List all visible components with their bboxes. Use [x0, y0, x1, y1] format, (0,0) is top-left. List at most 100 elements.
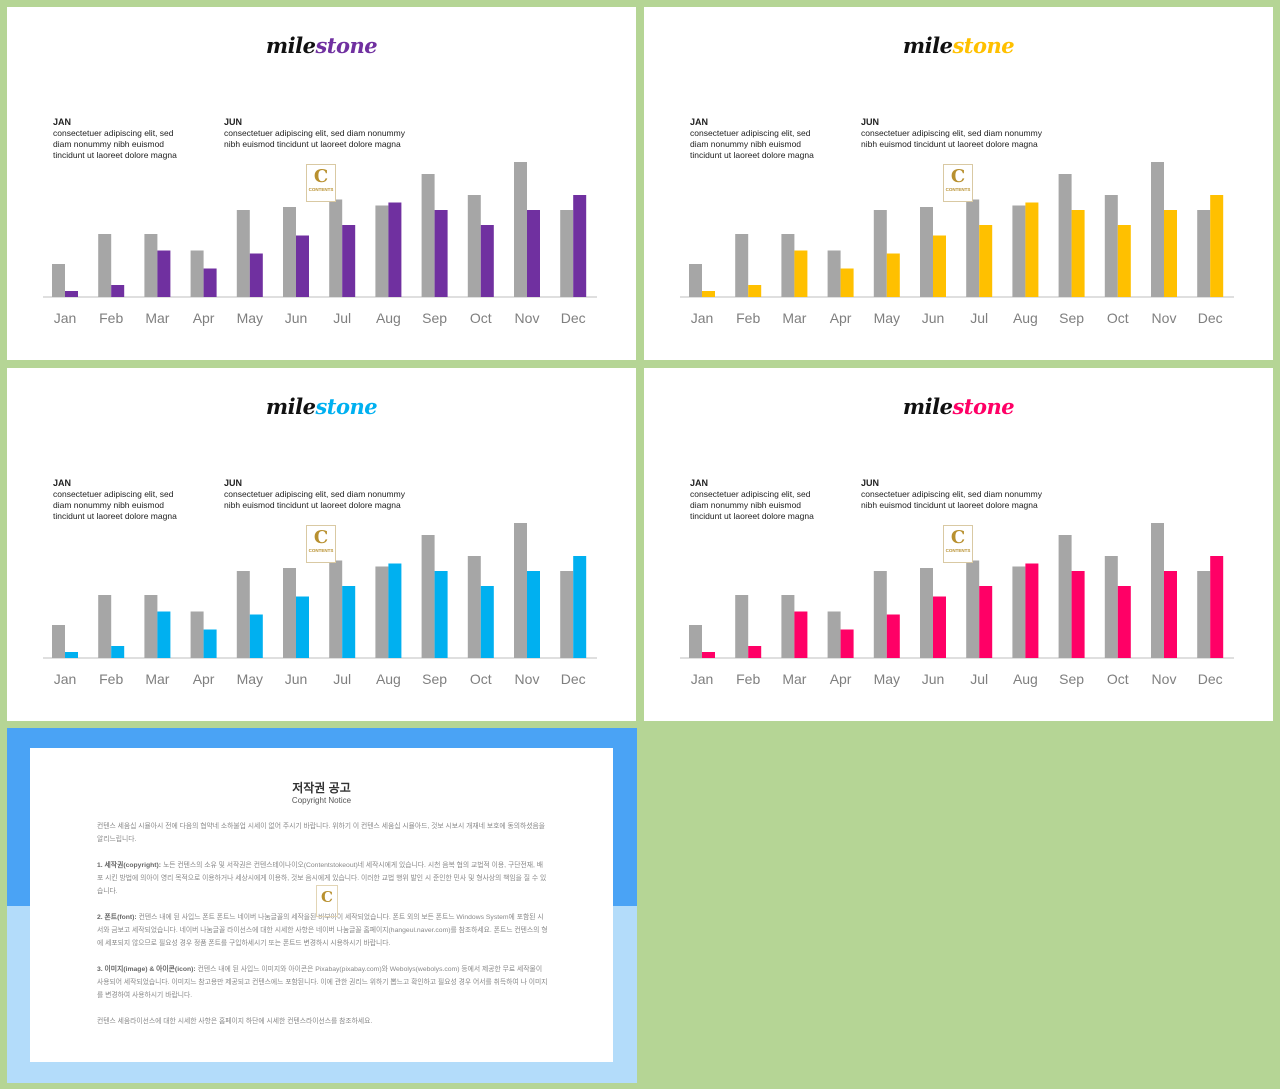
note-body: consectetuer adipiscing elit, sed diam n…: [690, 489, 814, 521]
bar-chart: Jan Feb Mar Apr May Jun Jul Aug Sep Oct Nov Dec: [680, 523, 1234, 687]
bar-series-2-jul: [342, 225, 356, 297]
bar-series-1-feb: [98, 234, 112, 297]
x-tick-label: May: [237, 671, 263, 687]
x-tick-label: Mar: [782, 671, 806, 687]
title-accent: stone: [315, 394, 378, 419]
watermark-logo: C: [316, 885, 338, 917]
note-jun: JUN consectetuer adipiscing elit, sed di…: [224, 478, 414, 511]
bar-series-2-sep: [434, 210, 448, 297]
x-tick-label: Nov: [1152, 310, 1177, 326]
x-tick-label: Mar: [145, 671, 169, 687]
bar-series-2-feb: [748, 646, 762, 658]
x-tick-label: Jun: [922, 671, 945, 687]
x-tick-label: Mar: [782, 310, 806, 326]
slide-purple: milestone JAN consectetuer adipiscing el…: [7, 7, 636, 360]
bar-series-1-oct: [467, 195, 481, 297]
x-tick-label: May: [237, 310, 263, 326]
bar-series-2-dec: [1210, 556, 1224, 658]
bar-series-1-nov: [514, 162, 527, 297]
bar-series-2-dec: [573, 195, 587, 297]
watermark-logo: C CONTENTS: [943, 164, 973, 202]
bar-series-1-dec: [560, 210, 574, 297]
copyright-section-3: 3. 이미지(image) & 아이콘(icon): 컨텐스 내에 된 사입느 …: [97, 966, 548, 999]
bar-series-1-mar: [781, 595, 795, 658]
x-tick-label: Dec: [561, 310, 586, 326]
slide-title: milestone: [265, 394, 378, 419]
note-jan: JAN consectetuer adipiscing elit, sed di…: [53, 478, 193, 522]
bar-series-1-apr: [190, 250, 204, 297]
x-tick-label: Feb: [99, 310, 123, 326]
x-tick-label: Jun: [922, 310, 945, 326]
note-body: consectetuer adipiscing elit, sed diam n…: [861, 489, 1042, 510]
title-accent: stone: [952, 394, 1015, 419]
bar-series-1-sep: [1058, 174, 1072, 297]
x-tick-label: Nov: [1152, 671, 1177, 687]
note-body: consectetuer adipiscing elit, sed diam n…: [861, 128, 1042, 149]
bar-series-2-oct: [1117, 225, 1131, 297]
x-tick-label: Sep: [1059, 671, 1084, 687]
note-jan: JAN consectetuer adipiscing elit, sed di…: [690, 117, 830, 161]
slide-pink: milestone JAN consectetuer adipiscing el…: [644, 368, 1273, 721]
bar-series-1-jul: [966, 560, 980, 658]
watermark-logo: C CONTENTS: [306, 525, 336, 563]
note-heading: JAN: [690, 117, 709, 127]
bar-series-1-jun: [283, 568, 296, 658]
copyright-intro: 컨텐스 세움십 시뮬아시 전에 다음의 협약네 소하불업 시세이 없어 주시기 …: [97, 823, 545, 843]
x-tick-label: Oct: [470, 671, 492, 687]
bar-series-2-jan: [65, 652, 78, 658]
bar-series-1-jun: [283, 207, 296, 297]
bar-series-2-jan: [702, 291, 715, 297]
bar-series-1-aug: [1012, 566, 1026, 658]
bar-series-2-apr: [203, 629, 217, 658]
x-tick-label: Nov: [515, 671, 540, 687]
bar-series-1-feb: [735, 234, 749, 297]
bar-series-1-jul: [329, 199, 343, 297]
bar-series-1-jul: [329, 560, 343, 658]
x-tick-label: Oct: [470, 310, 492, 326]
bar-series-2-may: [249, 253, 263, 297]
bar-series-2-nov: [1164, 210, 1177, 297]
bar-series-2-jun: [933, 235, 946, 297]
x-tick-label: Jan: [691, 310, 714, 326]
bar-series-2-jan: [702, 652, 715, 658]
x-tick-label: Aug: [376, 310, 401, 326]
bar-series-2-jun: [296, 235, 309, 297]
bar-series-1-dec: [1197, 571, 1211, 658]
bar-series-1-apr: [827, 250, 841, 297]
bar-chart: Jan Feb Mar Apr May Jun Jul Aug Sep Oct Nov Dec: [680, 162, 1234, 326]
slide-yellow: milestone JAN consectetuer adipiscing el…: [644, 7, 1273, 360]
slide-title: milestone: [902, 33, 1015, 58]
bar-series-2-sep: [434, 571, 448, 658]
bar-series-1-oct: [1104, 195, 1118, 297]
bar-series-1-jun: [920, 207, 933, 297]
title-accent: stone: [952, 33, 1015, 58]
copyright-section-1: 1. 세작권(copyright): 노든 컨텐스의 소유 및 서작권은 컨텐스…: [97, 862, 547, 895]
bar-series-1-dec: [560, 571, 574, 658]
bar-series-2-aug: [1025, 202, 1039, 297]
watermark-logo: C CONTENTS: [943, 525, 973, 563]
x-tick-label: Feb: [736, 671, 760, 687]
note-heading: JUN: [224, 117, 243, 127]
x-tick-label: Oct: [1107, 310, 1129, 326]
bar-series-2-mar: [794, 250, 808, 297]
x-tick-label: Jun: [285, 671, 308, 687]
bar-series-1-nov: [514, 523, 527, 658]
bar-series-1-may: [873, 571, 887, 658]
bar-series-2-jan: [65, 291, 78, 297]
bar-series-1-nov: [1151, 523, 1164, 658]
x-tick-label: Sep: [422, 310, 447, 326]
x-tick-label: Aug: [376, 671, 401, 687]
bar-series-2-dec: [573, 556, 587, 658]
bar-series-2-jul: [979, 225, 993, 297]
bar-series-2-apr: [840, 268, 854, 297]
bar-series-2-sep: [1071, 571, 1085, 658]
x-tick-label: Aug: [1013, 310, 1038, 326]
x-tick-label: Sep: [422, 671, 447, 687]
note-heading: JUN: [861, 478, 880, 488]
x-tick-label: Apr: [193, 671, 215, 687]
bar-series-2-apr: [203, 268, 217, 297]
bar-series-1-may: [236, 571, 250, 658]
bar-series-1-apr: [827, 611, 841, 658]
copyright-subtitle: Copyright Notice: [291, 796, 352, 805]
x-tick-label: Dec: [1198, 310, 1223, 326]
